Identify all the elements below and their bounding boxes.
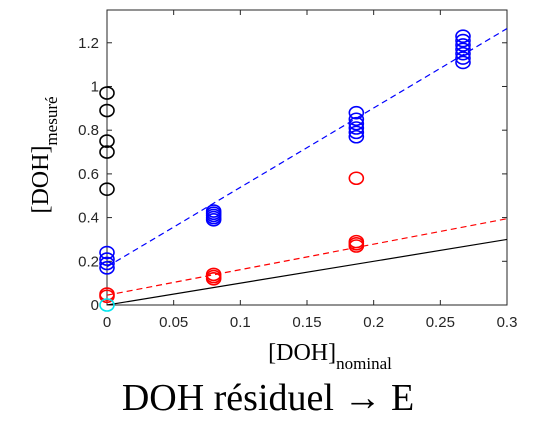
data-point-series-0 — [455, 55, 471, 70]
y-axis-label: [DOH]mesuré — [28, 96, 61, 213]
plot-area: 0 0.05 0.1 0.15 0.2 0.25 0.3 0 0.2 0.4 0.6 0.8 1 1.2 — [78, 9, 518, 331]
x-tick-label: 0 — [103, 314, 111, 331]
y-axis-label-main: [DOH] — [28, 146, 54, 214]
y-tick-label: 0 — [91, 297, 99, 314]
x-axis-label: [DOH]nominal — [268, 340, 392, 373]
x-tick-label: 0.2 — [363, 314, 384, 331]
data-point-series-0 — [455, 42, 471, 57]
data-point-series-2 — [99, 134, 115, 148]
data-point-series-0 — [348, 105, 365, 120]
fit-line-2 — [107, 238, 507, 305]
y-tick-label: 0.6 — [78, 166, 99, 183]
data-point-series-0 — [348, 125, 365, 140]
y-tick-label: 1 — [91, 78, 99, 95]
x-tick-label: 0.05 — [159, 314, 188, 331]
data-point-series-0 — [99, 261, 115, 275]
data-point-series-2 — [99, 86, 115, 100]
plot-frame — [106, 9, 508, 306]
x-axis-label-main: [DOH] — [268, 340, 336, 366]
figure-caption: DOH résiduel → E — [121, 377, 415, 419]
data-point-series-1 — [99, 287, 115, 301]
data-point-series-3 — [99, 298, 115, 312]
data-point-series-1 — [348, 234, 365, 249]
x-tick-label: 0.25 — [426, 314, 455, 331]
x-tick-label: 0.1 — [230, 314, 251, 331]
data-point-series-2 — [99, 182, 115, 196]
data-point-series-0 — [348, 129, 365, 144]
fit-line-1 — [107, 218, 507, 296]
y-tick-label: 0.4 — [78, 210, 99, 227]
data-point-series-0 — [99, 252, 115, 266]
data-point-series-0 — [455, 38, 471, 52]
data-point-series-0 — [348, 116, 365, 131]
x-tick-label: 0.15 — [292, 314, 321, 331]
data-point-series-0 — [348, 112, 365, 127]
y-tick-label: 1.2 — [78, 35, 99, 52]
data-point-series-0 — [455, 29, 471, 44]
data-point-series-2 — [99, 103, 115, 118]
data-point-series-1 — [205, 267, 222, 282]
data-point-series-0 — [99, 245, 115, 260]
x-tick-label: 0.3 — [497, 314, 518, 331]
data-point-series-0 — [99, 256, 115, 271]
y-axis-label-sub: mesuré — [42, 96, 61, 145]
y-tick-label: 0.8 — [78, 122, 99, 139]
data-point-series-2 — [99, 145, 115, 159]
data-point-series-0 — [455, 33, 471, 48]
fit-line-0 — [107, 28, 507, 268]
x-axis-label-sub: nominal — [336, 354, 392, 373]
data-point-series-0 — [455, 51, 471, 65]
data-point-series-0 — [205, 204, 222, 218]
data-point-series-0 — [348, 121, 365, 135]
y-tick-label: 0.2 — [78, 253, 99, 270]
data-point-series-1 — [348, 171, 365, 186]
data-point-series-0 — [455, 46, 471, 61]
